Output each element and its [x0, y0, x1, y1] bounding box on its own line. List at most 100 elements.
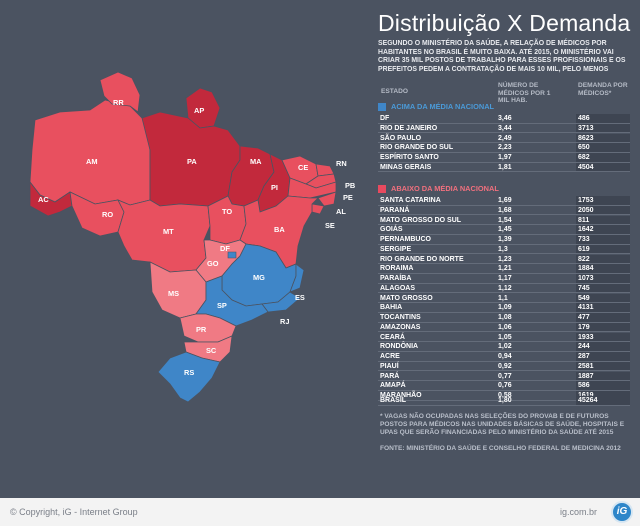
table-row: Acre 0,94 287: [378, 352, 630, 362]
row-shade: [576, 322, 630, 333]
map-label-sc: SC: [206, 346, 217, 355]
row-medicos: 2,49: [498, 134, 512, 142]
row-estado: Pernambuco: [380, 236, 431, 243]
row-estado: Rio de Janeiro: [380, 124, 438, 132]
row-demanda: 1642: [578, 226, 594, 234]
row-medicos: 1,02: [498, 343, 512, 351]
row-medicos: 1,54: [498, 216, 512, 224]
site-link[interactable]: ig.com.br: [560, 507, 598, 517]
above-swatch: [378, 102, 386, 111]
row-shade: [576, 303, 630, 313]
row-divider: [378, 360, 630, 362]
table-row: Rio Grande do Norte 1,23 822: [378, 254, 630, 265]
table-row: Goiás 1,45 1642: [378, 225, 630, 235]
row-divider: [378, 350, 630, 352]
row-estado: Mato Grosso: [380, 294, 433, 302]
map-label-rn: RN: [336, 159, 347, 168]
row-estado: Amapá: [380, 382, 406, 390]
row-demanda: 3713: [578, 124, 594, 132]
row-demanda: 619: [578, 245, 590, 253]
row-demanda: 179: [578, 323, 590, 331]
row-demanda: 2050: [578, 206, 594, 214]
row-estado: Ceará: [380, 333, 405, 341]
row-estado: Piauí: [380, 362, 399, 370]
map-label-to: TO: [222, 207, 232, 216]
row-shade: [576, 371, 630, 382]
row-demanda: 4504: [578, 163, 594, 171]
table-row: Rio de Janeiro 3,44 3713: [378, 123, 630, 134]
row-shade: [576, 244, 630, 255]
row-shade: [576, 235, 630, 245]
map-label-mt: MT: [163, 227, 174, 236]
row-medicos: 0,92: [498, 362, 512, 370]
row-medicos: 3,46: [498, 115, 512, 122]
row-divider: [378, 224, 630, 226]
row-medicos: 1,97: [498, 154, 512, 161]
row-demanda: 682: [578, 154, 590, 161]
ig-logo[interactable]: iG: [611, 501, 633, 523]
map-label-rs: RS: [184, 368, 194, 377]
row-demanda: 1933: [578, 333, 594, 341]
footnote: * Vagas não ocupadas nas seleções do Pro…: [380, 413, 625, 436]
row-estado: Espírito Santo: [380, 154, 439, 161]
row-shade: [576, 133, 630, 144]
row-shade: [576, 205, 630, 216]
row-shade: [576, 162, 630, 173]
row-medicos: 0,94: [498, 353, 512, 360]
row-medicos: 1,06: [498, 323, 512, 331]
row-demanda: 244: [578, 343, 590, 351]
row-divider: [378, 233, 630, 235]
row-estado: Sergipe: [380, 245, 412, 253]
table-row: Roraima 1,21 1884: [378, 264, 630, 274]
map-label-ap: AP: [194, 106, 204, 115]
table-row: Pernambuco 1,39 733: [378, 235, 630, 245]
row-divider: [378, 142, 630, 144]
map-label-ba: BA: [274, 225, 285, 234]
table-row: Maranhão 0,58 1619: [378, 391, 630, 401]
table-row: Amapá 0,76 586: [378, 381, 630, 391]
table-row: Paraná 1,68 2050: [378, 205, 630, 216]
copyright-text: © Copyright, iG - Internet Group: [10, 507, 138, 517]
row-estado: Rio Grande do Norte: [380, 255, 464, 263]
brazil-map: RR AP AM PA MA CE RN PB PE PI AL SE AC R…: [29, 71, 355, 403]
table-row: Tocantins 1,08 477: [378, 313, 630, 323]
table-row: Amazonas 1,06 179: [378, 322, 630, 333]
row-demanda: 822: [578, 255, 590, 263]
table-row: Piauí 0,92 2581: [378, 361, 630, 372]
header-demanda: Demanda por médicos*: [578, 82, 628, 97]
source-note: Fonte: Ministério da Saúde e Conselho Fe…: [380, 445, 621, 452]
row-demanda: 2581: [578, 362, 594, 370]
row-shade: [576, 293, 630, 304]
row-estado: Maranhão: [380, 392, 422, 399]
row-divider: [378, 151, 630, 153]
row-divider: [378, 380, 630, 382]
state-df: [227, 251, 237, 259]
row-shade: [576, 283, 630, 294]
row-shade: [576, 123, 630, 134]
row-divider: [378, 292, 630, 294]
row-estado: Bahia: [380, 304, 403, 312]
section-above: Acima da média nacional: [378, 102, 494, 111]
row-demanda: 650: [578, 144, 590, 152]
map-label-mg: MG: [253, 273, 265, 282]
state-pe: [287, 177, 337, 199]
row-shade: [576, 396, 630, 406]
row-medicos: 1,1: [498, 294, 508, 302]
row-divider: [378, 204, 630, 206]
map-label-ac: AC: [38, 195, 49, 204]
row-estado: Brasil: [380, 397, 407, 404]
row-shade: [576, 274, 630, 284]
row-demanda: 1619: [578, 392, 594, 399]
row-medicos: 2,23: [498, 144, 512, 152]
section-above-label: Acima da média nacional: [391, 102, 495, 111]
row-medicos: 1,3: [498, 245, 508, 253]
row-demanda: 1884: [578, 265, 594, 273]
row-demanda: 733: [578, 236, 590, 243]
table-row: Pará 0,77 1887: [378, 371, 630, 382]
row-shade: [576, 215, 630, 226]
map-label-go: GO: [207, 259, 219, 268]
map-label-sp: SP: [217, 301, 227, 310]
row-medicos: 1,39: [498, 236, 512, 243]
row-medicos: 1,09: [498, 304, 512, 312]
row-estado: Amazonas: [380, 323, 421, 331]
